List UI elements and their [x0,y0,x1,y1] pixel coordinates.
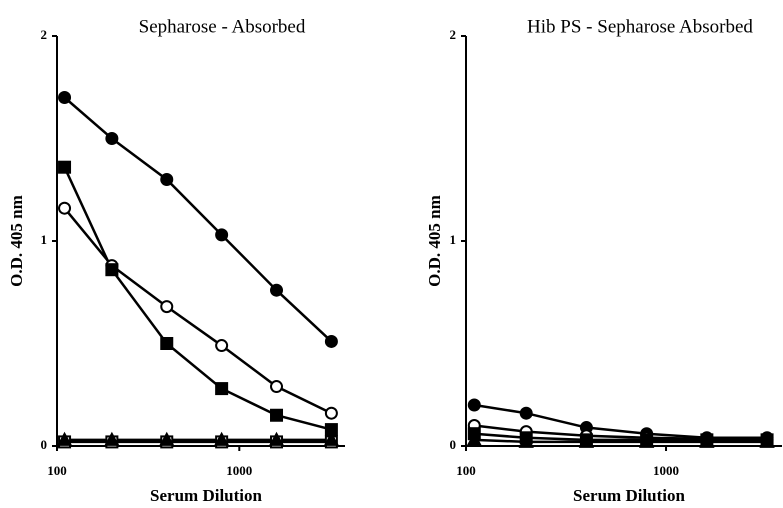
chart-title: Hib PS - Sepharose Absorbed [527,16,753,37]
x-axis-label: Serum Dilution [573,486,685,505]
y-axis-label: O.D. 405 nm [425,195,444,287]
series-line [474,438,768,444]
data-point [105,132,119,145]
x-axis-label: Serum Dilution [150,486,262,505]
data-point [160,173,174,186]
y-tick-label: 0 [41,437,48,452]
data-point [270,283,284,297]
data-point [58,160,72,174]
data-point [518,433,534,448]
data-point [324,334,338,348]
data-point [270,408,284,422]
x-tick-label: 100 [456,463,476,478]
y-axis-label: O.D. 405 nm [7,195,26,287]
data-point [466,431,482,446]
data-point [699,433,715,448]
data-point [56,431,73,446]
data-point [104,431,120,446]
y-tick-label: 1 [41,232,48,247]
data-point [58,91,72,104]
data-point [159,431,175,446]
x-tick-label: 100 [47,463,67,478]
y-tick-label: 1 [450,232,457,247]
y-tick-label: 0 [450,437,457,452]
series-line [63,96,333,343]
x-tick-label: 1000 [653,463,679,478]
data-point [519,406,533,420]
series-line [63,207,332,415]
data-point [160,337,174,350]
data-point [270,380,284,394]
chart-title: Sepharose - Absorbed [139,16,306,37]
data-point [160,300,174,314]
data-point [467,398,481,412]
y-tick-label: 2 [41,27,48,42]
data-point [105,263,119,277]
series-line [63,166,332,431]
data-point [58,201,72,215]
y-tick-label: 2 [450,27,457,42]
data-point [324,406,338,420]
data-point [759,433,775,448]
data-point [215,382,229,396]
series-line [474,403,768,440]
x-tick-label: 1000 [226,463,252,478]
data-point [215,339,229,353]
series-line [474,432,768,442]
data-point [268,431,285,446]
data-point [215,228,229,242]
data-point [638,433,655,448]
data-point [213,431,230,446]
data-point [578,433,595,448]
data-point [323,431,340,446]
